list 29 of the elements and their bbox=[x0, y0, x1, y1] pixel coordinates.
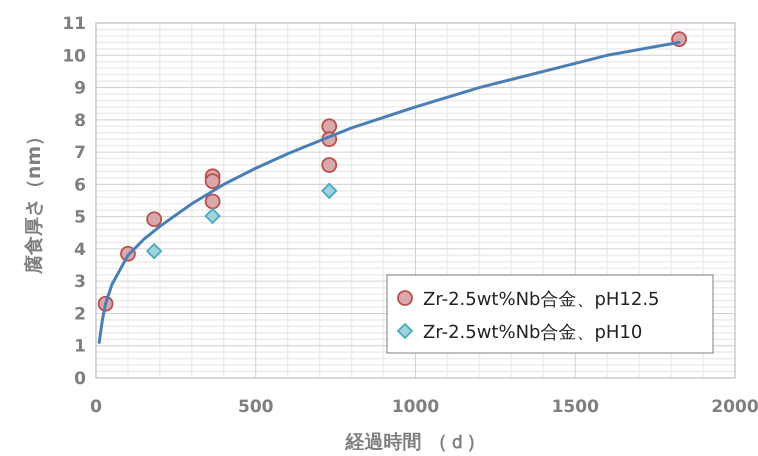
point bbox=[146, 211, 162, 228]
point bbox=[321, 157, 338, 173]
y-tick-label: 5 bbox=[74, 208, 86, 228]
legend-label: Zr-2.5wt%Nb合金、pH12.5 bbox=[423, 289, 660, 310]
y-tick-label: 7 bbox=[74, 143, 86, 164]
y-tick-label: 6 bbox=[74, 175, 86, 196]
y-tick-label: 3 bbox=[74, 272, 86, 292]
y-tick-label: 10 bbox=[62, 46, 86, 66]
y-tick-label: 0 bbox=[74, 369, 86, 389]
x-tick-label: 0 bbox=[90, 397, 102, 417]
y-tick-label: 4 bbox=[74, 240, 86, 260]
y-tick-label: 1 bbox=[74, 336, 86, 357]
y-axis-title: 腐食厚さ（nm） bbox=[23, 126, 45, 276]
x-tick-label: 1500 bbox=[552, 397, 600, 417]
y-tick-label: 11 bbox=[62, 14, 86, 34]
y-tick-label: 8 bbox=[74, 110, 86, 131]
y-tick-label: 2 bbox=[74, 304, 86, 324]
x-tick-label: 2000 bbox=[711, 397, 758, 417]
point bbox=[204, 173, 221, 190]
point bbox=[204, 208, 221, 224]
x-tick-label: 1000 bbox=[392, 397, 440, 417]
point bbox=[146, 243, 162, 260]
legend-label: Zr-2.5wt%Nb合金、pH10 bbox=[423, 322, 642, 343]
x-tick-label: 500 bbox=[238, 397, 274, 417]
x-axis-title: 経過時間 （ｄ） bbox=[344, 431, 486, 453]
point bbox=[321, 118, 338, 134]
point bbox=[204, 194, 221, 210]
y-tick-label: 9 bbox=[74, 78, 86, 99]
point bbox=[321, 182, 338, 199]
